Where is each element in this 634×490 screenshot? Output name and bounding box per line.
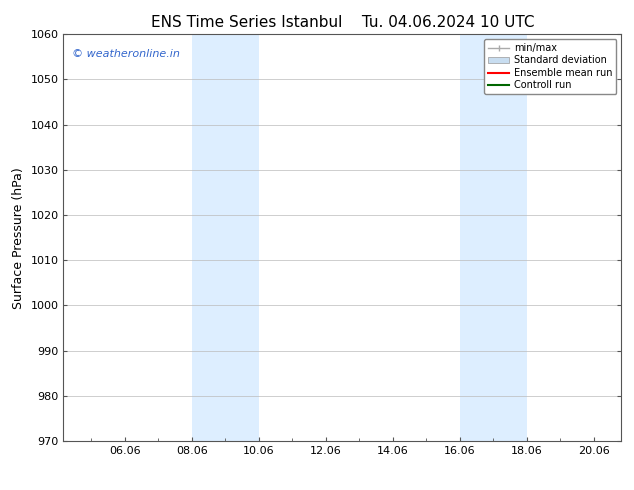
Bar xyxy=(191,34,259,441)
Bar xyxy=(460,34,527,441)
Y-axis label: Surface Pressure (hPa): Surface Pressure (hPa) xyxy=(12,167,25,309)
Text: © weatheronline.in: © weatheronline.in xyxy=(72,49,179,58)
Legend: min/max, Standard deviation, Ensemble mean run, Controll run: min/max, Standard deviation, Ensemble me… xyxy=(484,39,616,94)
Title: ENS Time Series Istanbul    Tu. 04.06.2024 10 UTC: ENS Time Series Istanbul Tu. 04.06.2024 … xyxy=(151,15,534,30)
